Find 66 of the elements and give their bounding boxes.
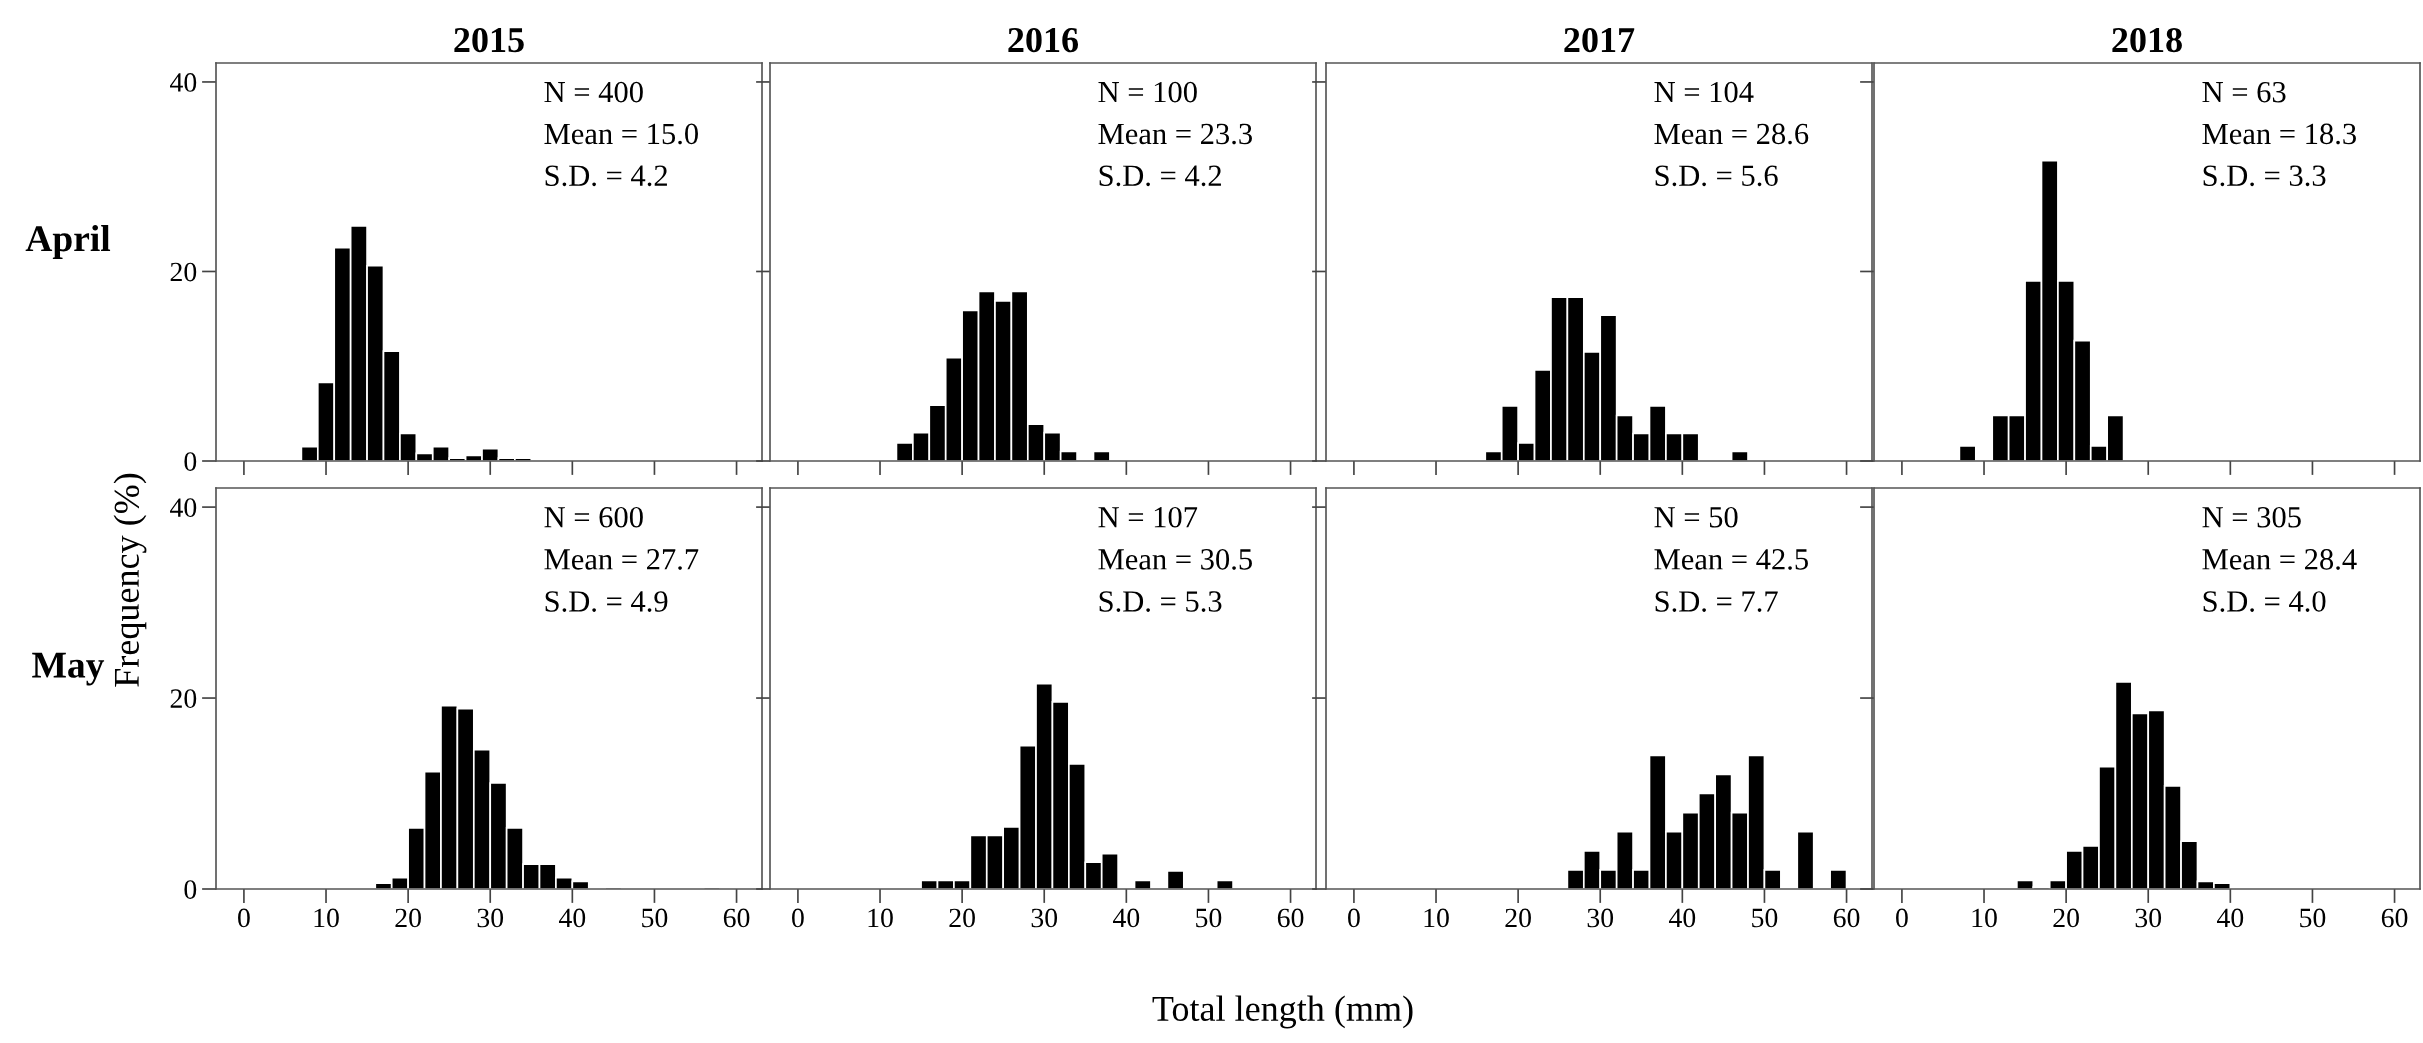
x-tick-label: 0 [1896,908,1908,928]
x-tick-label: 30 [1587,908,1614,928]
annotation: Mean = 23.3 [1098,123,1252,145]
y-tick-label: 0 [184,880,197,899]
annotation: Mean = 15.0 [544,123,698,145]
annotation: Mean = 30.5 [1098,549,1252,570]
x-tick-label: 50 [1196,908,1222,928]
x-tick-label: 10 [314,908,339,928]
annotation: S.D. = 3.3 [2203,165,2326,187]
annotation: S.D. = 4.0 [2203,591,2326,612]
x-tick-label: 50 [1752,908,1778,928]
annotation: Mean = 28.6 [1654,123,1809,145]
annotation: Mean = 18.3 [2202,123,2356,145]
annotation: S.D. = 5.6 [1655,165,1778,187]
y-tick-label: 40 [170,73,197,92]
x-tick-label: 10 [1424,908,1449,928]
x-tick-label: 40 [1112,908,1140,928]
x-tick-label: 60 [723,908,750,928]
y-axis-title: Frequency (%) [113,473,147,687]
x-tick-label: 10 [1972,908,1997,928]
annotation: S.D. = 5.3 [1099,591,1222,612]
x-tick-label: 20 [2053,908,2079,928]
annotation: N = 63 [2202,81,2286,103]
x-axis-title: Total length (mm) [1152,995,1413,1029]
annotation: N = 305 [2202,506,2301,528]
annotation: N = 107 [1098,506,1198,528]
x-tick-label: 0 [792,908,804,928]
x-tick-label: 0 [1348,908,1360,928]
x-tick-label: 50 [2300,908,2326,928]
x-tick-label: 20 [949,908,975,928]
annotation: N = 50 [1654,506,1738,528]
annotation: N = 600 [544,506,643,528]
x-tick-label: 0 [238,908,250,928]
y-tick-label: 0 [184,452,197,471]
annotation: Mean = 27.7 [544,549,699,570]
x-tick-label: 20 [395,908,421,928]
annotation: N = 400 [544,81,643,103]
chart-title: 2017 [1564,27,1635,53]
annotation: N = 104 [1654,81,1754,103]
x-tick-label: 50 [642,908,668,928]
annotation: S.D. = 4.2 [545,165,667,187]
x-tick-label: 60 [1277,908,1304,928]
chart-title: 2016 [1008,27,1079,53]
x-tick-label: 60 [2381,908,2408,928]
x-tick-label: 40 [2216,908,2244,928]
x-tick-label: 40 [1668,908,1696,928]
x-tick-label: 30 [1031,908,1058,928]
x-tick-label: 60 [1833,908,1860,928]
annotation: S.D. = 7.7 [1655,591,1778,612]
text: April [25,225,111,259]
annotation: Mean = 42.5 [1654,549,1808,570]
y-tick-label: 40 [170,498,197,518]
y-tick-label: 20 [170,262,197,282]
x-tick-label: 20 [1505,908,1531,928]
chart-title: 2018 [2112,27,2182,53]
x-tick-label: 30 [2135,908,2162,928]
x-tick-label: 30 [477,908,504,928]
annotation: S.D. = 4.9 [545,591,668,612]
annotation: N = 100 [1098,81,1197,103]
y-tick-label: 20 [170,689,197,708]
x-tick-label: 40 [558,908,586,928]
x-tick-label: 10 [868,908,893,928]
text: May [32,652,105,686]
annotation: S.D. = 4.2 [1099,165,1221,187]
chart-title: 2015 [454,27,524,53]
annotation: Mean = 28.4 [2202,549,2357,570]
